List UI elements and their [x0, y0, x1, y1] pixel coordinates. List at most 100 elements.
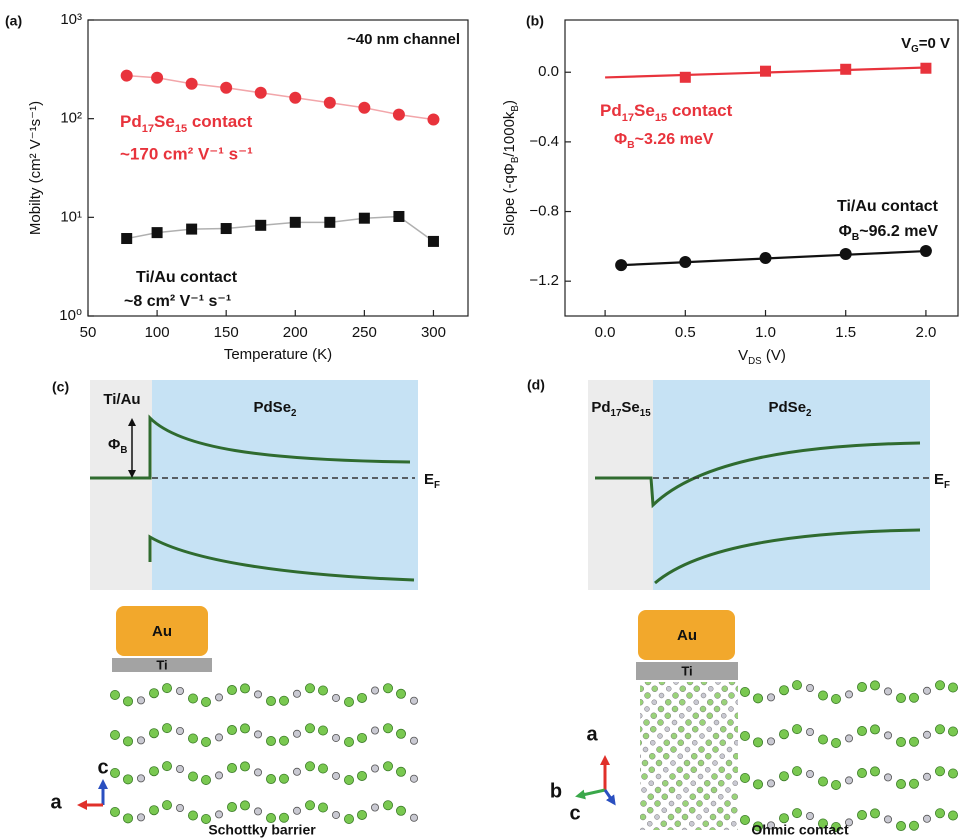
axis-label: c — [97, 756, 108, 778]
atom — [667, 827, 674, 830]
atom — [599, 801, 605, 807]
x-tick-label: 250 — [352, 324, 377, 341]
atom — [641, 759, 649, 767]
atom — [175, 686, 184, 695]
atom — [239, 800, 250, 811]
atom — [948, 768, 959, 779]
atom — [579, 767, 584, 772]
atom — [818, 818, 829, 829]
y-tick-label: 10² — [60, 110, 82, 127]
atom — [292, 806, 301, 815]
atom — [817, 767, 823, 773]
atom — [703, 807, 709, 813]
subscript: 17 — [611, 408, 622, 419]
atom — [721, 699, 728, 706]
text-part: Pd — [600, 101, 622, 120]
atom — [719, 753, 725, 759]
atom — [123, 813, 134, 824]
semiconductor-label: PdSe2 — [769, 399, 813, 419]
annotation: Pd17Se15 contact — [600, 101, 733, 123]
y-axis-label: Slope (-qΦB/1000kB) — [501, 100, 521, 236]
atom — [603, 707, 608, 712]
atom — [477, 679, 483, 685]
atom — [692, 726, 699, 733]
atom — [395, 805, 406, 816]
atom — [525, 713, 531, 719]
atom — [491, 693, 496, 698]
atom — [693, 685, 700, 692]
axis-arrow — [603, 789, 616, 806]
atom — [511, 699, 517, 705]
atom — [743, 679, 749, 685]
text-part: Pd — [591, 399, 610, 416]
atom — [728, 682, 736, 686]
metal-region — [90, 380, 152, 590]
atom — [607, 781, 612, 786]
text-part: V — [738, 347, 748, 364]
atom — [586, 774, 592, 780]
atom — [630, 720, 635, 725]
atom — [698, 746, 705, 753]
atom — [581, 713, 587, 719]
atom — [734, 726, 738, 733]
atom — [640, 699, 644, 706]
atom — [265, 813, 276, 824]
atom — [755, 747, 761, 753]
metal-region — [588, 380, 653, 590]
atom — [343, 697, 354, 708]
atom — [187, 771, 198, 782]
atom — [830, 808, 835, 813]
atom — [568, 686, 574, 692]
atom — [716, 820, 723, 827]
atom — [608, 726, 614, 732]
atom — [703, 793, 710, 800]
atom — [702, 820, 709, 827]
atom — [553, 713, 558, 718]
atom — [650, 712, 657, 719]
atom — [572, 774, 577, 779]
data-point — [186, 223, 198, 235]
atom — [409, 736, 418, 745]
atom — [857, 810, 868, 821]
atom — [923, 686, 932, 695]
atom — [857, 768, 868, 779]
atom — [776, 740, 781, 745]
atom — [665, 699, 672, 706]
atom — [640, 739, 642, 746]
atom — [574, 706, 580, 712]
atom — [253, 690, 262, 699]
atom — [767, 821, 776, 830]
atom — [734, 740, 738, 746]
atom — [783, 747, 789, 753]
atom — [661, 793, 668, 800]
axis-label: b — [550, 780, 562, 802]
atom — [644, 682, 652, 686]
x-tick-label: 0.0 — [595, 324, 616, 341]
data-point — [920, 62, 932, 74]
data-point — [121, 233, 133, 245]
atom — [265, 736, 276, 747]
y-tick-label: −0.4 — [529, 133, 559, 150]
atom — [711, 773, 718, 780]
atom — [592, 794, 597, 799]
atom — [633, 821, 639, 827]
data-point — [324, 216, 336, 228]
atom — [705, 767, 711, 773]
atom — [640, 827, 646, 830]
atom — [620, 808, 625, 813]
atom — [632, 680, 637, 685]
atom — [575, 693, 580, 698]
atom — [811, 747, 816, 752]
atom — [642, 746, 649, 753]
atom — [845, 818, 854, 827]
atom — [684, 746, 691, 753]
conduction-band — [595, 441, 921, 509]
atom — [148, 805, 159, 816]
subscript: DS — [748, 356, 762, 367]
atom — [713, 719, 720, 726]
atom — [670, 732, 678, 740]
subscript: B — [510, 157, 521, 164]
atom — [667, 813, 675, 821]
atom — [779, 771, 790, 782]
data-point — [289, 91, 302, 104]
